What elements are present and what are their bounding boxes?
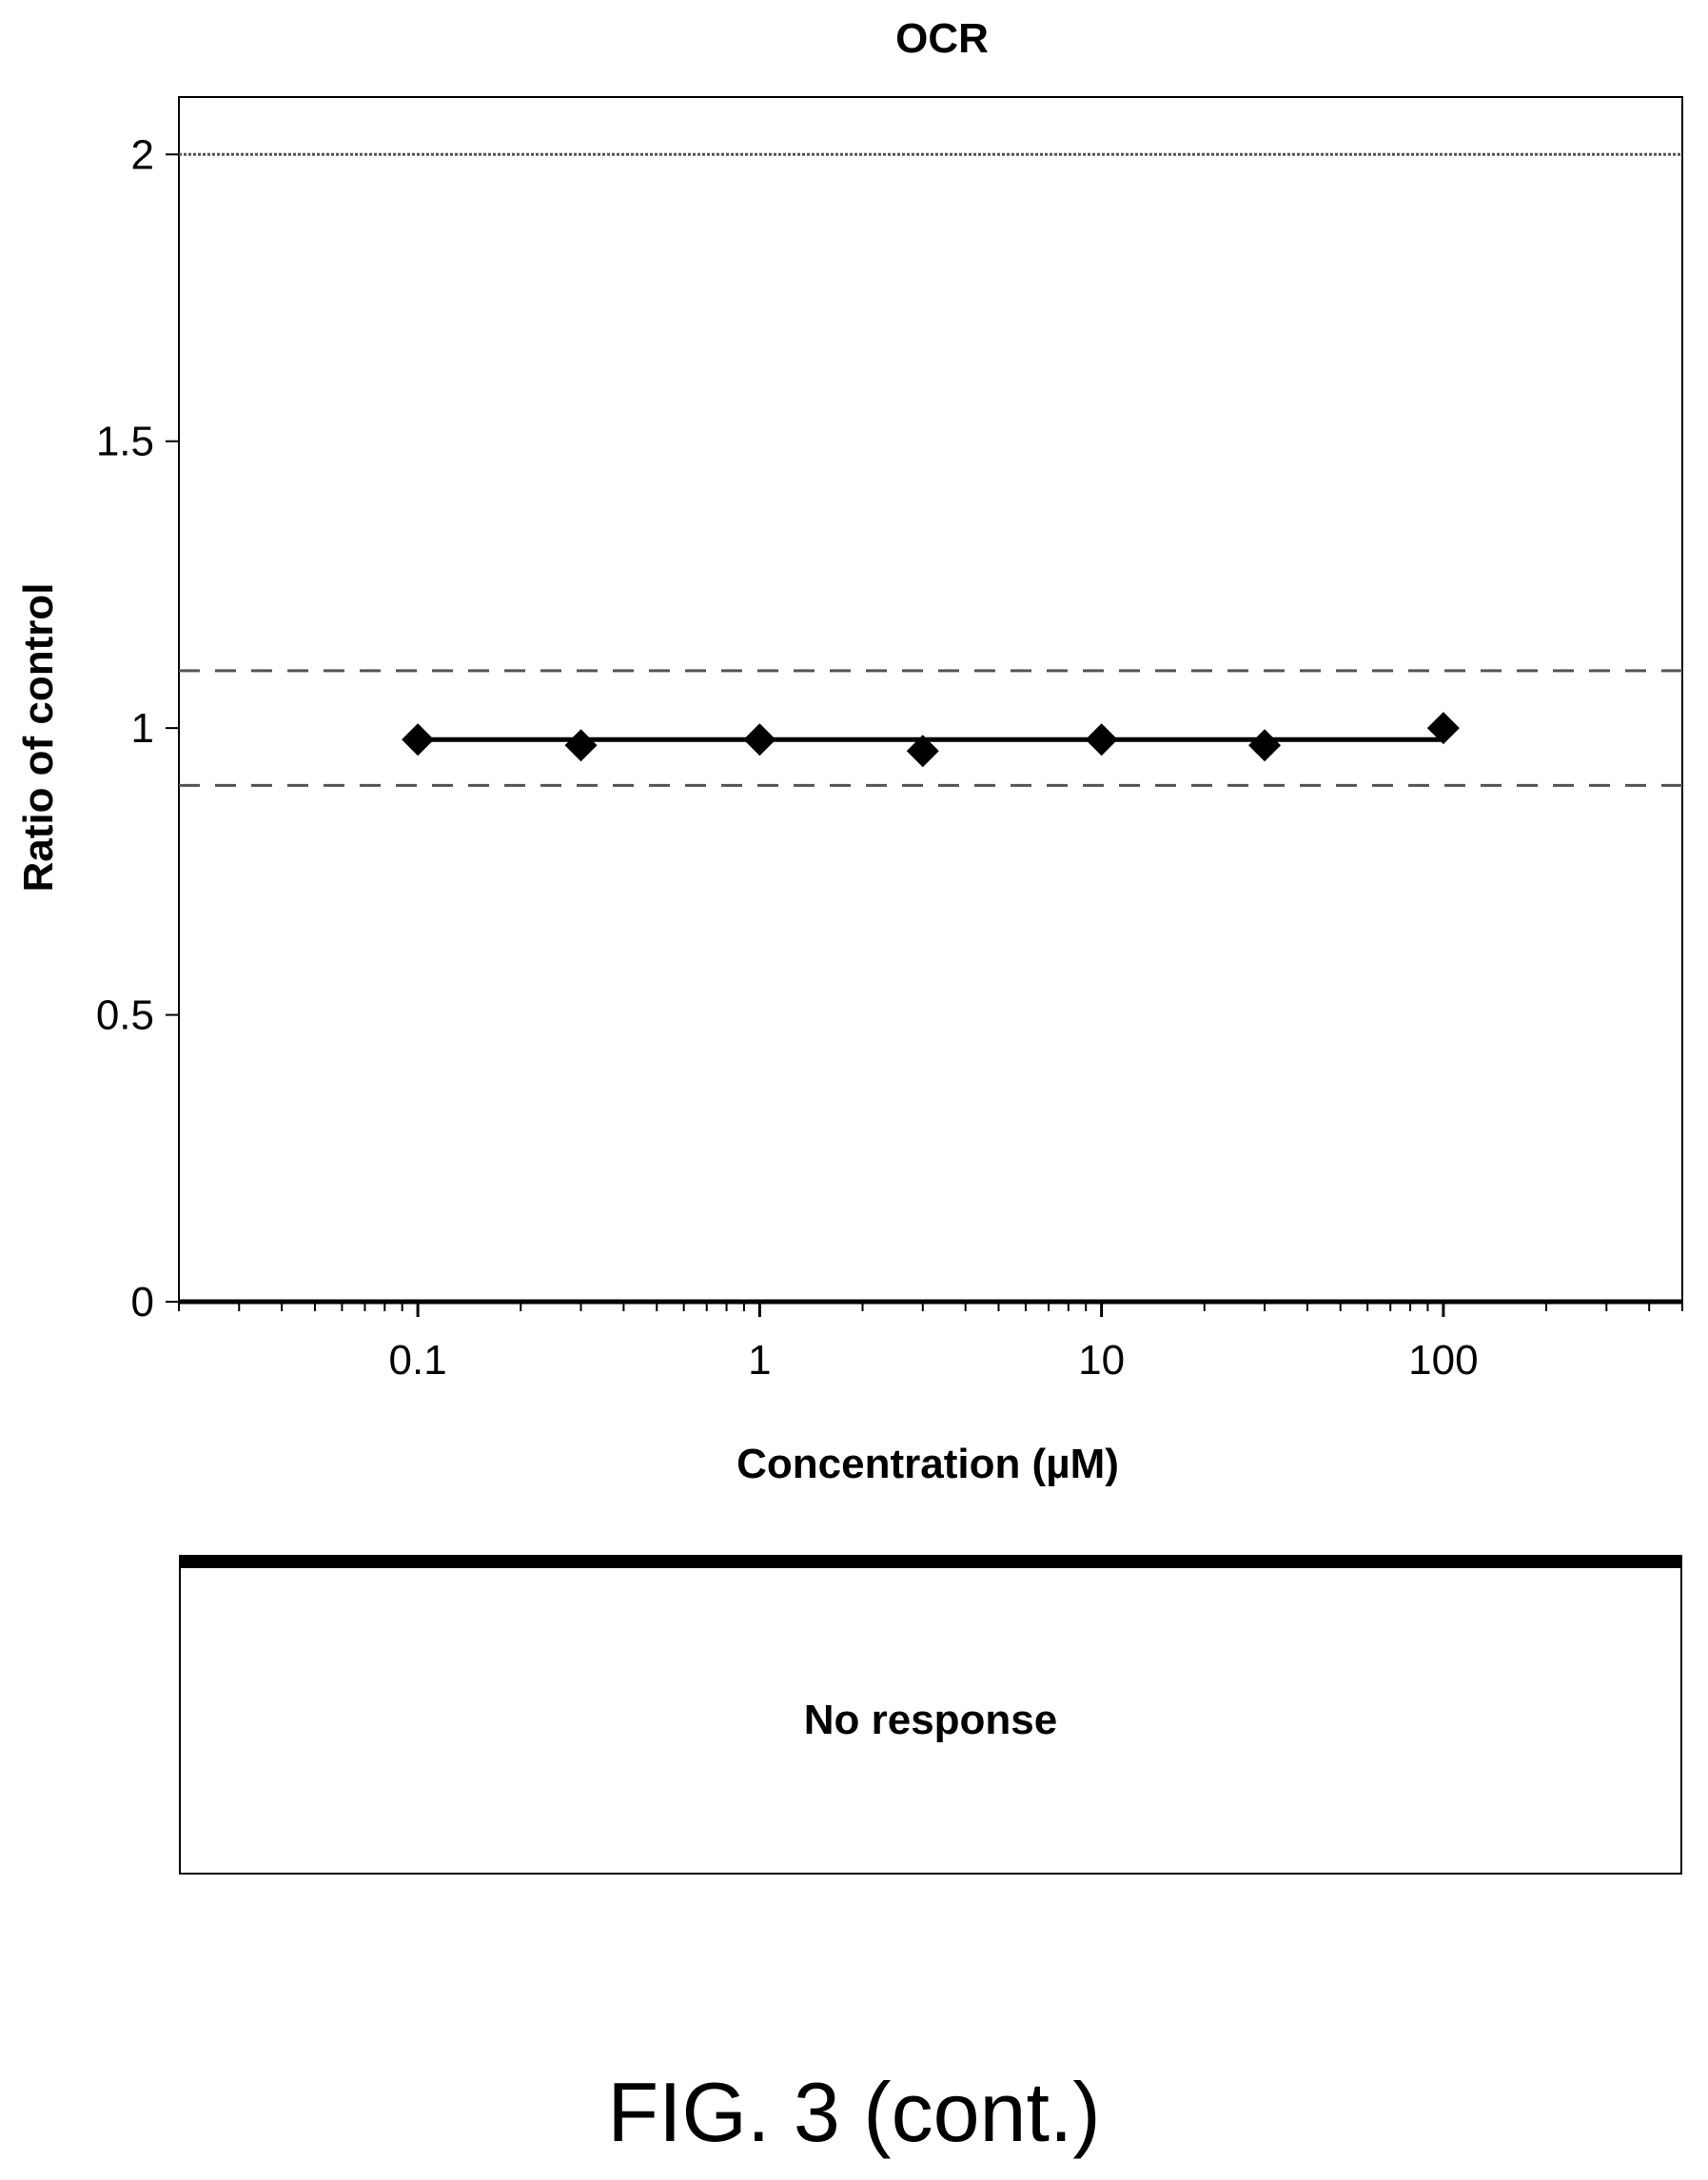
y-tick-label-1: 0.5 [96, 992, 154, 1039]
data-point-0-3 [906, 735, 939, 768]
y-tick-label-0: 0 [131, 1279, 154, 1326]
chart-title: OCR [895, 15, 989, 62]
x-tick-label-2: 10 [1078, 1337, 1125, 1384]
data-point-0-1 [564, 729, 598, 762]
y-axis-label: Ratio of control [15, 582, 62, 892]
data-point-0-4 [1085, 723, 1118, 756]
data-point-0-0 [402, 723, 435, 756]
x-axis-label: Concentration (µM) [736, 1441, 1119, 1487]
data-point-0-5 [1248, 729, 1282, 762]
x-tick-label-0: 0.1 [389, 1337, 447, 1384]
y-tick-label-2: 1 [131, 705, 154, 752]
x-tick-label-1: 1 [748, 1337, 771, 1384]
plot-area: 0 0.5 1 1.5 2 0.1 1 10 100 [96, 96, 1683, 1384]
x-tick-label-3: 100 [1408, 1337, 1478, 1384]
response-box: No response [179, 1555, 1682, 1875]
data-point-0-2 [743, 723, 776, 756]
y-tick-label-3: 1.5 [96, 419, 154, 465]
response-text: No response [803, 1697, 1058, 1743]
plot-frame [178, 96, 1683, 1303]
data-point-0-6 [1426, 712, 1460, 745]
figure-caption: FIG. 3 (cont.) [607, 2065, 1101, 2159]
y-tick-label-4: 2 [131, 131, 154, 178]
